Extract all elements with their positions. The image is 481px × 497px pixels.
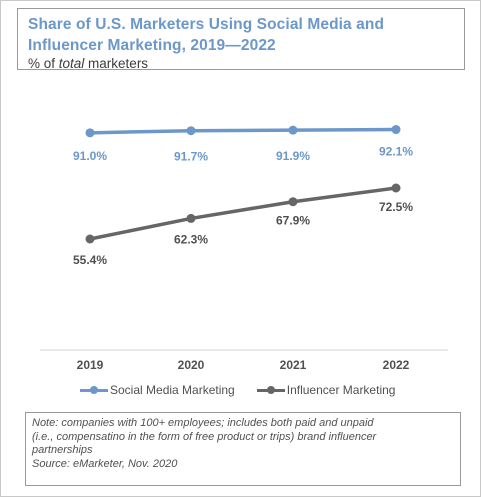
chart-subtitle: % of total marketers [28,56,464,72]
series-line-0 [89,127,397,135]
data-label: 91.0% [73,149,107,163]
data-label: 92.1% [379,145,413,159]
legend: Social Media Marketing Influencer Market… [80,383,417,397]
x-tick-label: 2020 [178,358,205,372]
chart-title-line1: Share of U.S. Marketers Using Social Med… [28,16,385,33]
data-label: 91.7% [174,150,208,164]
x-tick-label: 2022 [383,358,410,372]
subtitle-emphasis: total [58,56,85,71]
chart-title: Share of U.S. Marketers Using Social Med… [28,14,464,56]
data-label: 67.9% [276,214,310,228]
data-point [85,128,95,138]
legend-label-influencer: Influencer Marketing [286,383,396,397]
x-tick-label: 2021 [280,358,307,372]
data-label: 91.9% [276,149,310,163]
legend-label-social-media: Social Media Marketing [110,383,235,397]
legend-swatch-influencer [256,385,285,395]
note-line-2: (i.e., compensatino in the form of free … [32,430,377,443]
subtitle-prefix: % of [28,56,59,71]
data-point [391,125,401,135]
data-label: 72.5% [379,200,413,214]
data-label: 62.3% [174,232,208,246]
series-line-1 [89,186,397,241]
note-box: Note: companies with 100+ employees; inc… [25,412,461,486]
legend-item-influencer: Influencer Marketing [256,383,396,397]
x-tick-label: 2019 [77,358,104,372]
source-line: Source: eMarketer, Nov. 2020 [32,457,178,470]
data-point [288,197,298,207]
subtitle-suffix: marketers [84,56,149,71]
legend-item-social-media: Social Media Marketing [80,383,235,397]
data-point [186,126,196,136]
data-label: 55.4% [73,253,107,267]
line-chart: 2019 2020 2021 2022 91.0% 91.7% 91.9% 92.1% 55.4… [40,125,448,372]
note-line-1: Note: companies with 100+ employees; inc… [32,417,374,429]
title-box: Share of U.S. Marketers Using Social Med… [17,8,465,72]
data-point [186,213,196,223]
note-line-3: partnerships [32,444,93,456]
data-point [391,183,401,193]
legend-swatch-social-media [80,385,108,395]
data-point [85,234,95,244]
data-point [288,125,298,135]
chart-title-line2: Influencer Marketing, 2019—2022 [28,37,276,54]
